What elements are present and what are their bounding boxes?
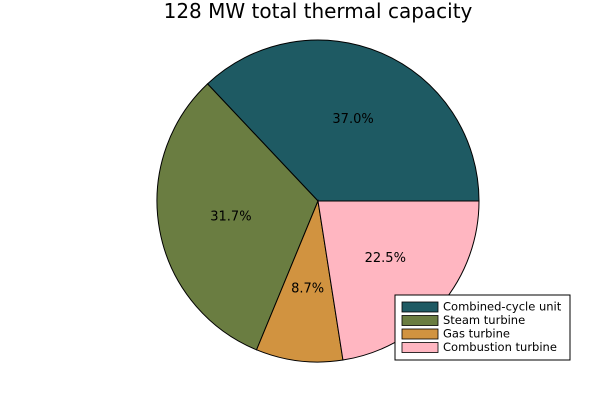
legend-swatch-3 xyxy=(401,328,439,340)
slice-label-1: 37.0% xyxy=(332,112,373,127)
pie-slices xyxy=(156,39,480,363)
legend-label-3: Gas turbine xyxy=(443,327,510,341)
slice-label-2: 31.7% xyxy=(210,210,251,225)
legend-swatch-2 xyxy=(401,315,439,326)
pie-slice-1 xyxy=(206,39,480,202)
pie-slice-3 xyxy=(255,199,344,363)
legend-label-4: Combustion turbine xyxy=(443,340,557,354)
chart-title: 128 MW total thermal capacity xyxy=(164,0,473,23)
legend-swatch-4 xyxy=(401,342,439,353)
slice-label-3: 8.7% xyxy=(291,281,324,296)
legend-swatch-1 xyxy=(401,301,439,313)
slice-labels: 37.0% 31.7% 8.7% 22.5% xyxy=(210,112,406,296)
legend-label-1: Combined-cycle unit xyxy=(443,300,562,314)
pie-slice-2 xyxy=(156,83,319,351)
legend-label-2: Steam turbine xyxy=(443,313,525,327)
slice-label-4: 22.5% xyxy=(365,251,406,266)
